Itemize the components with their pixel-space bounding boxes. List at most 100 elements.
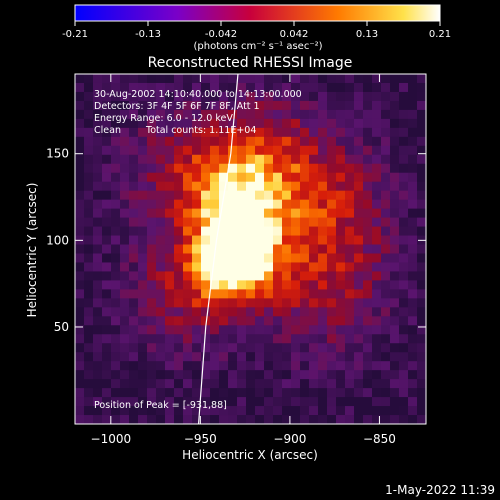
heatmap-cell <box>156 217 166 228</box>
heatmap-cell <box>273 379 283 389</box>
heatmap-cell <box>174 406 184 416</box>
heatmap-cell <box>327 343 337 353</box>
heatmap-cell <box>291 172 301 183</box>
heatmap-cell <box>264 74 274 84</box>
heatmap-cell <box>255 190 265 201</box>
heatmap-cell <box>408 190 418 201</box>
heatmap-cell <box>174 253 184 264</box>
heatmap-cell <box>264 217 274 228</box>
heatmap-cell <box>345 145 355 156</box>
heatmap-cell <box>201 199 211 210</box>
heatmap-cell <box>282 74 292 84</box>
heatmap-cell <box>156 307 166 317</box>
heatmap-cell <box>309 91 319 102</box>
heatmap-cell <box>390 280 400 290</box>
heatmap-cell <box>129 316 139 326</box>
heatmap <box>75 74 426 424</box>
heatmap-cell <box>237 388 247 398</box>
heatmap-cell <box>210 406 220 416</box>
heatmap-cell <box>147 415 157 424</box>
heatmap-cell <box>174 280 184 290</box>
heatmap-cell <box>201 235 211 246</box>
heatmap-cell <box>174 379 184 389</box>
heatmap-cell <box>255 91 265 102</box>
heatmap-cell <box>255 388 265 398</box>
heatmap-cell <box>291 74 301 84</box>
heatmap-cell <box>165 109 175 120</box>
heatmap-cell <box>120 154 130 165</box>
heatmap-cell <box>372 109 382 120</box>
heatmap-cell <box>156 145 166 156</box>
heatmap-cell <box>93 145 103 156</box>
heatmap-cell <box>399 172 409 183</box>
heatmap-cell <box>147 172 157 183</box>
heatmap-cell <box>381 163 391 174</box>
heatmap-cell <box>75 127 85 138</box>
heatmap-cell <box>120 343 130 353</box>
heatmap-cell <box>363 118 373 129</box>
y-tick-label: 100 <box>46 233 69 247</box>
heatmap-cell <box>237 118 247 129</box>
heatmap-cell <box>390 316 400 326</box>
heatmap-cell <box>147 397 157 407</box>
heatmap-cell <box>183 172 193 183</box>
heatmap-cell <box>363 415 373 424</box>
heatmap-cell <box>138 154 148 165</box>
heatmap-cell <box>354 181 364 192</box>
heatmap-cell <box>75 136 85 147</box>
heatmap-cell <box>156 91 166 102</box>
heatmap-cell <box>84 154 94 165</box>
heatmap-cell <box>228 100 238 111</box>
heatmap-cell <box>147 244 157 255</box>
heatmap-cell <box>174 397 184 407</box>
heatmap-cell <box>120 280 130 290</box>
heatmap-cell <box>165 217 175 228</box>
heatmap-cell <box>372 271 382 282</box>
heatmap-cell <box>93 91 103 102</box>
heatmap-cell <box>192 316 202 326</box>
heatmap-cell <box>327 298 337 308</box>
heatmap-cell <box>102 253 112 264</box>
heatmap-cell <box>228 307 238 317</box>
heatmap-cell <box>93 370 103 380</box>
heatmap-cell <box>273 415 283 424</box>
heatmap-cell <box>147 325 157 335</box>
heatmap-cell <box>372 307 382 317</box>
heatmap-cell <box>255 343 265 353</box>
heatmap-cell <box>246 190 256 201</box>
heatmap-cell <box>399 343 409 353</box>
heatmap-cell <box>246 415 256 424</box>
heatmap-cell <box>219 289 229 299</box>
heatmap-cell <box>102 262 112 273</box>
heatmap-cell <box>156 208 166 219</box>
heatmap-cell <box>345 181 355 192</box>
heatmap-cell <box>417 352 426 362</box>
heatmap-cell <box>93 271 103 282</box>
heatmap-cell <box>102 388 112 398</box>
heatmap-cell <box>147 271 157 282</box>
heatmap-cell <box>273 388 283 398</box>
heatmap-cell <box>408 181 418 192</box>
heatmap-cell <box>174 199 184 210</box>
heatmap-cell <box>102 325 112 335</box>
heatmap-cell <box>363 74 373 84</box>
heatmap-cell <box>408 217 418 228</box>
heatmap-cell <box>390 388 400 398</box>
heatmap-cell <box>309 406 319 416</box>
heatmap-cell <box>228 298 238 308</box>
heatmap-cell <box>93 226 103 237</box>
heatmap-cell <box>417 82 426 93</box>
heatmap-cell <box>138 100 148 111</box>
heatmap-cell <box>399 352 409 362</box>
heatmap-cell <box>237 316 247 326</box>
heatmap-cell <box>327 145 337 156</box>
heatmap-cell <box>147 361 157 371</box>
heatmap-cell <box>75 244 85 255</box>
heatmap-cell <box>246 181 256 192</box>
heatmap-cell <box>381 289 391 299</box>
heatmap-cell <box>219 406 229 416</box>
heatmap-cell <box>381 136 391 147</box>
heatmap-cell <box>264 334 274 344</box>
heatmap-cell <box>381 190 391 201</box>
heatmap-cell <box>282 154 292 165</box>
